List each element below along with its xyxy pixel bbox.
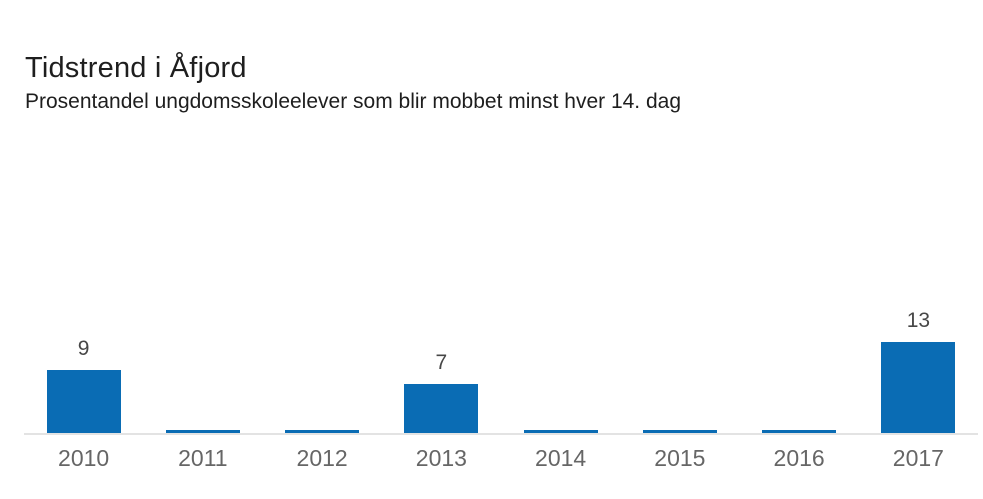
value-label-2013: 7: [435, 351, 448, 374]
value-label-2010: 9: [77, 337, 90, 360]
bar-2011[interactable]: [165, 430, 240, 433]
bar-2013[interactable]: [404, 384, 479, 433]
plot-area: 9 2010 2011 2012 7 2013 2014 2015 2016 13 2017: [24, 160, 978, 499]
x-tick-label-2015: 2015: [654, 445, 706, 471]
x-tick-label-2011: 2011: [178, 445, 228, 471]
x-tick-label-2010: 2010: [58, 445, 110, 471]
value-label-2017: 13: [906, 309, 931, 332]
chart-subtitle: Prosentandel ungdomsskoleelever som blir…: [25, 90, 682, 113]
bar-2010[interactable]: [46, 370, 121, 433]
bar-2012[interactable]: [285, 430, 360, 433]
bar-2017[interactable]: [881, 342, 956, 433]
bar-2015[interactable]: [642, 430, 717, 433]
x-tick-label-2014: 2014: [535, 445, 587, 471]
x-tick-label-2017: 2017: [892, 445, 944, 471]
bar-2014[interactable]: [523, 430, 598, 433]
x-tick-label-2016: 2016: [773, 445, 825, 471]
x-axis-line: [24, 433, 978, 435]
chart-title: Tidstrend i Åfjord: [25, 52, 247, 84]
bar-2016[interactable]: [762, 430, 837, 433]
x-tick-label-2013: 2013: [415, 445, 467, 471]
x-tick-label-2012: 2012: [296, 445, 348, 471]
